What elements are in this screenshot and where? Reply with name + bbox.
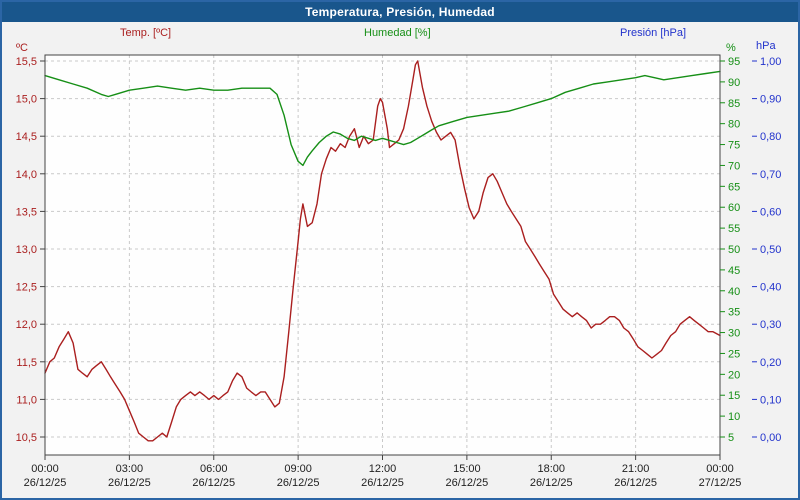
svg-text:18:00: 18:00 (537, 463, 565, 475)
svg-text:20: 20 (728, 369, 740, 381)
svg-text:26/12/25: 26/12/25 (192, 477, 235, 489)
svg-text:0,90: 0,90 (760, 94, 781, 106)
svg-text:10: 10 (728, 411, 740, 423)
svg-text:03:00: 03:00 (116, 463, 144, 475)
svg-text:5: 5 (728, 432, 734, 444)
svg-text:21:00: 21:00 (622, 463, 650, 475)
humidity-unit-label: % (726, 42, 736, 54)
svg-text:12,0: 12,0 (16, 319, 37, 331)
svg-text:11,0: 11,0 (16, 394, 37, 406)
svg-text:80: 80 (728, 119, 740, 131)
svg-text:25: 25 (728, 348, 740, 360)
svg-text:14,0: 14,0 (16, 169, 37, 181)
svg-text:35: 35 (728, 307, 740, 319)
page-title: Temperatura, Presión, Humedad (305, 5, 495, 19)
svg-text:85: 85 (728, 98, 740, 110)
svg-text:26/12/25: 26/12/25 (108, 477, 151, 489)
svg-text:15:00: 15:00 (453, 463, 481, 475)
temperature-unit-label: ºC (16, 42, 28, 54)
svg-text:15,0: 15,0 (16, 94, 37, 106)
chart-canvas: 15,5 15,0 14,5 14,0 13,5 13,0 12,5 12,0 11,5 11,0… (16, 54, 781, 489)
svg-text:55: 55 (728, 223, 740, 235)
svg-text:65: 65 (728, 181, 740, 193)
svg-text:26/12/25: 26/12/25 (530, 477, 573, 489)
svg-text:50: 50 (728, 244, 740, 256)
svg-text:0,80: 0,80 (760, 131, 781, 143)
svg-text:26/12/25: 26/12/25 (24, 477, 67, 489)
svg-text:27/12/25: 27/12/25 (699, 477, 742, 489)
svg-text:12,5: 12,5 (16, 282, 37, 294)
humidity-series-label: Humedad [%] (364, 27, 431, 39)
svg-text:90: 90 (728, 77, 740, 89)
svg-text:40: 40 (728, 286, 740, 298)
svg-text:13,0: 13,0 (16, 244, 37, 256)
svg-text:75: 75 (728, 140, 740, 152)
svg-text:26/12/25: 26/12/25 (277, 477, 320, 489)
svg-text:0,40: 0,40 (760, 282, 781, 294)
svg-text:26/12/25: 26/12/25 (614, 477, 657, 489)
svg-text:10,5: 10,5 (16, 432, 37, 444)
svg-text:0,50: 0,50 (760, 244, 781, 256)
svg-text:26/12/25: 26/12/25 (445, 477, 488, 489)
svg-text:13,5: 13,5 (16, 206, 37, 218)
svg-text:26/12/25: 26/12/25 (361, 477, 404, 489)
svg-text:00:00: 00:00 (31, 463, 59, 475)
svg-text:0,10: 0,10 (760, 394, 781, 406)
temperature-series-label: Temp. [ºC] (120, 27, 172, 39)
svg-text:0,60: 0,60 (760, 206, 781, 218)
svg-text:14,5: 14,5 (16, 131, 37, 143)
svg-text:0,00: 0,00 (760, 432, 781, 444)
pressure-unit-label: hPa (756, 40, 776, 52)
svg-text:0,20: 0,20 (760, 357, 781, 369)
svg-text:0,30: 0,30 (760, 319, 781, 331)
pressure-series-label: Presión [hPa] (620, 27, 687, 39)
svg-text:15,5: 15,5 (16, 56, 37, 68)
svg-text:70: 70 (728, 160, 740, 172)
svg-text:06:00: 06:00 (200, 463, 228, 475)
svg-text:0,70: 0,70 (760, 169, 781, 181)
svg-text:11,5: 11,5 (16, 357, 37, 369)
svg-text:60: 60 (728, 202, 740, 214)
svg-text:95: 95 (728, 56, 740, 68)
svg-text:00:00: 00:00 (706, 463, 734, 475)
svg-text:45: 45 (728, 265, 740, 277)
svg-text:15: 15 (728, 390, 740, 402)
svg-text:1,00: 1,00 (760, 56, 781, 68)
svg-text:09:00: 09:00 (284, 463, 312, 475)
title-bar: Temperatura, Presión, Humedad (2, 2, 798, 22)
svg-text:12:00: 12:00 (369, 463, 397, 475)
svg-text:30: 30 (728, 328, 740, 340)
